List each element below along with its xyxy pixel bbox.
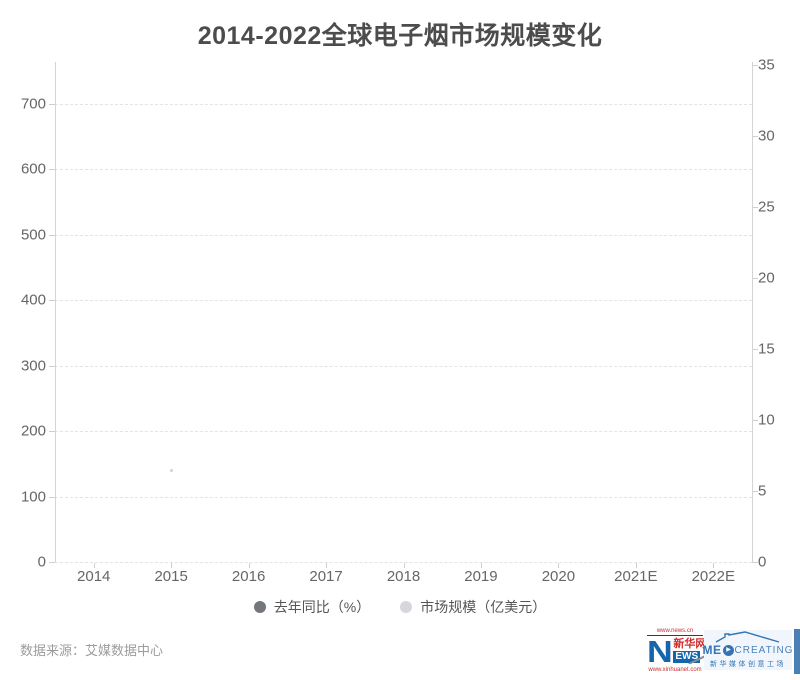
- y-axis-tick-right: [752, 207, 758, 208]
- gridline: [55, 103, 752, 105]
- y-axis-tick-left: [49, 365, 55, 367]
- y-axis-label-left: 600: [20, 160, 46, 178]
- x-axis-tick: [248, 563, 250, 568]
- play-icon: ▶: [722, 644, 734, 656]
- x-axis-tick: [558, 563, 560, 568]
- legend-dot-icon: [253, 601, 266, 613]
- y-axis-label-left: 200: [20, 422, 46, 440]
- x-axis-label: 2021E: [614, 568, 658, 585]
- x-axis-label: 2014: [77, 568, 111, 585]
- x-axis-tick: [403, 563, 405, 568]
- xinhua-top-url: www.news.cn: [647, 628, 703, 636]
- y-axis-label-left: 100: [20, 488, 46, 505]
- y-axis-label-right: 15: [758, 340, 775, 358]
- x-axis-label: 2016: [231, 568, 266, 585]
- x-axis-tick: [635, 563, 637, 568]
- y-axis-label-right: 0: [758, 553, 767, 571]
- xinhuanet-logo: www.news.cn N 新华网 EWS www.xinhuanet.com: [647, 628, 703, 674]
- x-axis-tick: [171, 563, 173, 568]
- x-axis-label: 2022E: [691, 568, 735, 585]
- gridline: [55, 431, 752, 432]
- medcreating-logo: ME ▶ CREATING 新华媒体创意工场: [702, 630, 794, 670]
- xinhua-bottom-url: www.xinhuanet.com: [648, 667, 702, 673]
- y-axis-label-left: 500: [20, 226, 46, 243]
- y-axis-label-left: 0: [37, 553, 46, 571]
- y-axis-label-right: 10: [758, 411, 775, 429]
- chart-legend: 去年同比（%） 市场规模（亿美元）: [0, 597, 800, 617]
- blue-edge-strip: [794, 629, 800, 674]
- y-axis-tick-right: [752, 491, 758, 492]
- legend-item-1[interactable]: 市场规模（亿美元）: [400, 597, 546, 617]
- medcreating-creating-text: CREATING: [734, 644, 794, 656]
- gridline: [55, 496, 752, 498]
- y-axis-tick-left: [49, 234, 55, 236]
- chart-title: 2014-2022全球电子烟市场规模变化: [197, 22, 603, 50]
- medcreating-roof-icon: [715, 631, 780, 643]
- medcreating-subtitle: 新华媒体创意工场: [710, 661, 786, 668]
- x-axis-label: 2018: [386, 568, 421, 585]
- y-axis-label-left: 400: [20, 291, 46, 309]
- legend-dot-icon: [400, 601, 413, 613]
- y-axis-tick-left: [49, 431, 55, 432]
- y-axis-tick-left: [49, 496, 55, 498]
- gridline: [55, 234, 752, 236]
- gridline: [55, 300, 752, 301]
- x-axis-label: 2020: [541, 568, 576, 585]
- y-axis-label-right: 30: [758, 127, 775, 145]
- xinhua-n-letter: N: [647, 634, 673, 669]
- y-axis-label-right: 5: [758, 482, 767, 500]
- y-axis-tick-right: [752, 420, 758, 421]
- medcreating-me-text: ME: [702, 643, 722, 657]
- legend-label: 市场规模（亿美元）: [420, 599, 547, 615]
- gridline: [55, 562, 752, 563]
- y-axis-label-right: 35: [758, 56, 775, 74]
- y-axis-tick-right: [752, 278, 758, 279]
- gridline: [55, 169, 752, 170]
- data-source-text: 数据来源：艾媒数据中心: [20, 643, 164, 658]
- x-axis-tick: [480, 563, 482, 568]
- y-axis-tick-left: [49, 169, 55, 170]
- y-axis-tick-left: [49, 562, 55, 563]
- y-axis-tick-right: [752, 562, 758, 563]
- xinhua-ews-text: EWS: [673, 651, 701, 663]
- legend-item-0[interactable]: 去年同比（%）: [253, 597, 371, 617]
- stray-mark: [170, 469, 173, 472]
- y-axis-tick-left: [49, 300, 55, 301]
- x-axis-tick: [713, 563, 715, 568]
- x-axis-tick: [326, 563, 328, 568]
- x-axis-tick: [93, 563, 95, 568]
- y-axis-label-right: 25: [758, 198, 775, 216]
- x-axis-label: 2015: [154, 568, 188, 585]
- xinhua-cn-name: 新华网: [673, 638, 707, 650]
- gridline: [55, 365, 752, 367]
- x-axis-label: 2019: [464, 568, 498, 585]
- y-axis-tick-right: [752, 349, 758, 350]
- y-axis-line-right: [752, 62, 753, 562]
- x-axis-label: 2017: [309, 568, 343, 585]
- y-axis-line-left: [55, 62, 56, 562]
- y-axis-label-left: 700: [20, 95, 46, 112]
- y-axis-label-left: 300: [20, 357, 46, 374]
- y-axis-label-right: 20: [758, 269, 775, 287]
- y-axis-tick-right: [752, 136, 758, 137]
- y-axis-tick-right: [752, 65, 758, 66]
- legend-label: 去年同比（%）: [273, 599, 371, 615]
- y-axis-tick-left: [49, 103, 55, 105]
